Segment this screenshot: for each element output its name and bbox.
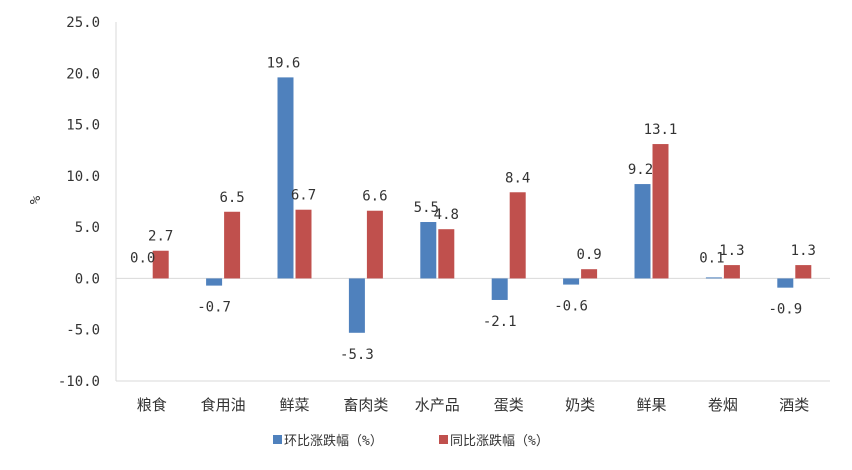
data-label-series-1-4: -5.3 [340, 347, 374, 363]
category-label: 鲜果 [636, 396, 666, 414]
category-label: 酒类 [779, 396, 809, 414]
bar-series-1-5 [420, 222, 437, 279]
bar-series-1-10 [777, 278, 794, 288]
y-tick-label: 20.0 [66, 66, 100, 82]
legend-label-series-1: 环比涨跌幅（%） [284, 433, 383, 449]
data-label-series-1-7: -0.6 [554, 299, 588, 315]
bar-series-2-6 [509, 192, 526, 279]
bar-series-1-9 [705, 277, 722, 279]
category-label: 奶类 [565, 396, 595, 414]
category-label: 粮食 [137, 396, 167, 414]
category-labels: 粮食 食用油 鲜菜 畜肉类 水产品 蛋类 奶类 鲜果 卷烟 酒类 [137, 396, 810, 414]
bar-series-2-5 [438, 229, 455, 279]
data-label-series-1-8: 9.2 [628, 162, 653, 178]
y-tick-label: 15.0 [66, 118, 100, 134]
data-label-series-2-5: 4.8 [434, 207, 459, 223]
bar-series-1-6 [491, 278, 508, 300]
data-label-series-1-9: 0.1 [699, 250, 724, 266]
bar-series-2-2 [224, 211, 241, 279]
bar-series-1-4 [348, 278, 365, 333]
bar-series-2-7 [581, 269, 598, 279]
data-labels: 0.0 2.7 -0.7 6.5 19.6 6.7 -5.3 6.6 5.54.8 -2.1 8.4… [130, 55, 816, 362]
y-tick-label: -10.0 [58, 374, 100, 390]
bar-series-2-3 [295, 209, 312, 279]
bars [134, 77, 812, 333]
bar-series-1-7 [563, 278, 580, 285]
category-label: 鲜菜 [279, 396, 309, 414]
data-label-series-2-10: 1.3 [791, 243, 816, 259]
data-label-series-1-10: -0.9 [768, 302, 802, 318]
data-label-series-1-3: 19.6 [267, 55, 301, 71]
bar-series-2-9 [723, 265, 740, 279]
bar-series-1-8 [634, 184, 651, 279]
legend-label-series-2: 同比涨跌幅（%） [450, 433, 549, 449]
category-label: 食用油 [201, 396, 246, 414]
bar-series-2-8 [652, 144, 669, 279]
y-tick-label: 0.0 [75, 271, 100, 287]
legend-swatch-series-2 [439, 435, 448, 444]
data-label-series-1-2: -0.7 [197, 300, 231, 316]
category-label: 蛋类 [494, 396, 524, 414]
bar-series-1-2 [206, 278, 223, 286]
data-label-series-2-2: 6.5 [219, 190, 244, 206]
y-tick-label: -5.0 [66, 323, 100, 339]
data-label-series-2-4: 6.6 [362, 189, 387, 205]
data-label-series-1-1: 0.0 [130, 250, 155, 266]
y-tick-labels: -10.0 -5.0 0.0 5.0 10.0 15.0 20.0 25.0 [58, 15, 100, 390]
bar-series-2-10 [795, 265, 812, 279]
data-label-series-2-9: 1.3 [719, 243, 744, 259]
data-label-series-2-6: 8.4 [505, 170, 530, 186]
data-label-series-2-7: 0.9 [576, 247, 601, 263]
y-tick-label: 10.0 [66, 169, 100, 185]
category-label: 水产品 [415, 396, 460, 414]
y-axis-label: % [28, 195, 44, 204]
data-label-series-1-5: 5.5 [414, 200, 439, 216]
category-label: 畜肉类 [343, 396, 388, 414]
bar-series-1-3 [277, 77, 294, 279]
category-label: 卷烟 [708, 396, 738, 414]
bar-series-2-4 [366, 210, 383, 279]
data-label-series-1-6: -2.1 [483, 314, 517, 330]
data-label-series-2-3: 6.7 [291, 188, 316, 204]
data-label-series-2-8: 13.1 [644, 122, 678, 138]
y-tick-label: 25.0 [66, 15, 100, 31]
legend-swatch-series-1 [273, 435, 282, 444]
data-label-series-2-1: 2.7 [148, 229, 173, 245]
bar-series-2-1 [152, 250, 169, 279]
legend: 环比涨跌幅（%） 同比涨跌幅（%） [273, 433, 549, 449]
y-tick-label: 5.0 [75, 220, 100, 236]
